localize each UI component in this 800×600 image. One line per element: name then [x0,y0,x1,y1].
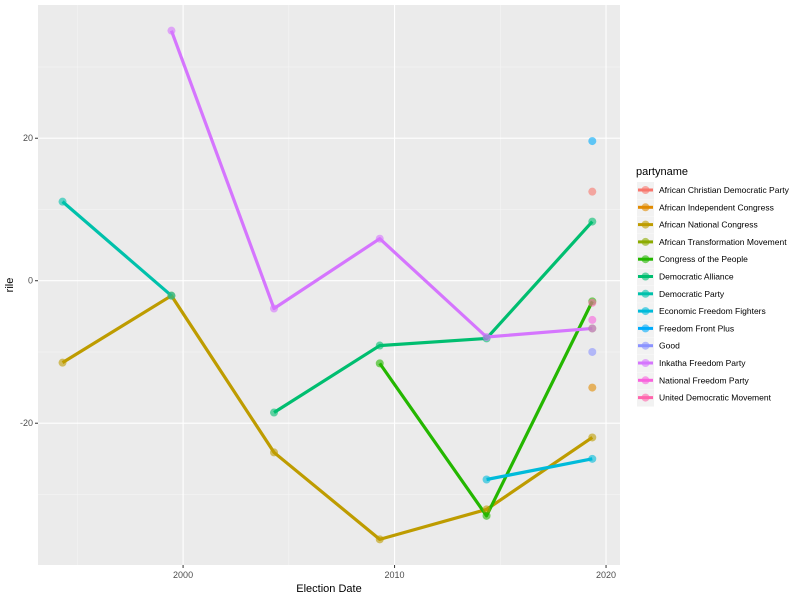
point-congress-of-the-people [375,359,384,368]
y-tick-label: 20 [23,133,33,143]
point-african-national-congress [588,433,597,442]
legend-label-good: Good [659,341,680,351]
grid-lines [38,5,620,565]
point-inkatha-freedom-party [588,324,597,333]
legend-key-point-inkatha-freedom-party [641,359,650,367]
point-congress-of-the-people [482,511,491,520]
line-african-national-congress [61,294,594,541]
point-african-national-congress [375,535,384,544]
legend-key-point-african-national-congress [641,220,650,229]
legend-key-point-freedom-front-plus [641,324,650,333]
point-economic-freedom-fighters [588,454,597,463]
series-points [58,26,597,544]
point-inkatha-freedom-party [482,333,491,342]
point-democratic-party [167,291,176,300]
point-african-national-congress [482,505,491,514]
legend-label-african-christian-democratic-party: African Christian Democratic Party [659,185,790,195]
point-democratic-party [58,197,67,206]
legend-label-african-national-congress: African National Congress [659,220,758,230]
legend-key-point-african-independent-congress [641,203,650,212]
legend-label-freedom-front-plus: Freedom Front Plus [659,323,734,333]
legend-key-point-good [641,341,650,350]
legend-title: partyname [636,166,688,178]
point-african-independent-congress [588,383,597,392]
legend-key-point-economic-freedom-fighters [641,307,650,316]
x-tick-label: 2010 [385,570,405,580]
series-lines [61,30,594,541]
legend-label-democratic-party: Democratic Party [659,289,725,299]
line-democratic-alliance [273,220,594,414]
legend-label-congress-of-the-people: Congress of the People [659,254,748,264]
legend-label-african-independent-congress: African Independent Congress [659,202,774,212]
x-tick-label: 2020 [596,570,616,580]
point-democratic-alliance [375,341,384,350]
legend-label-inkatha-freedom-party: Inkatha Freedom Party [659,358,746,368]
y-axis-label: rile [4,278,16,293]
point-freedom-front-plus [588,137,597,146]
point-united-democratic-movement [588,298,597,307]
point-inkatha-freedom-party [375,234,384,243]
point-democratic-alliance [270,408,279,417]
legend-key-point-united-democratic-movement [641,393,650,402]
point-democratic-alliance [588,217,597,226]
x-tick-label: 2000 [173,570,193,580]
line-democratic-party [61,200,173,297]
legend-key-point-national-freedom-party [641,376,650,385]
point-inkatha-freedom-party [167,26,176,35]
point-african-christian-democratic-party [588,187,597,196]
legend-key-point-african-transformation-movement [641,237,650,246]
x-axis-label: Election Date [296,583,361,595]
legend-label-democratic-alliance: Democratic Alliance [659,272,734,282]
legend-key-point-congress-of-the-people [641,255,650,264]
legend-label-african-transformation-movement: African Transformation Movement [659,237,787,247]
legend-key-point-democratic-party [641,289,650,298]
legend-key-point-democratic-alliance [641,272,650,281]
legend-label-economic-freedom-fighters: Economic Freedom Fighters [659,306,766,316]
legend-key-point-african-christian-democratic-party [641,186,650,194]
plot-panel [38,5,620,565]
point-african-national-congress [270,448,279,457]
point-national-freedom-party [588,315,597,324]
point-good [588,347,597,356]
legend-label-united-democratic-movement: United Democratic Movement [659,393,772,403]
point-inkatha-freedom-party [270,304,279,313]
legend-label-national-freedom-party: National Freedom Party [659,375,750,385]
y-tick-label: 0 [28,276,33,286]
point-economic-freedom-fighters [482,475,491,484]
point-african-national-congress [58,358,67,367]
line-economic-freedom-fighters [486,457,593,482]
legend: partyname African Christian Democratic P… [636,166,790,407]
y-tick-label: -20 [20,418,33,428]
